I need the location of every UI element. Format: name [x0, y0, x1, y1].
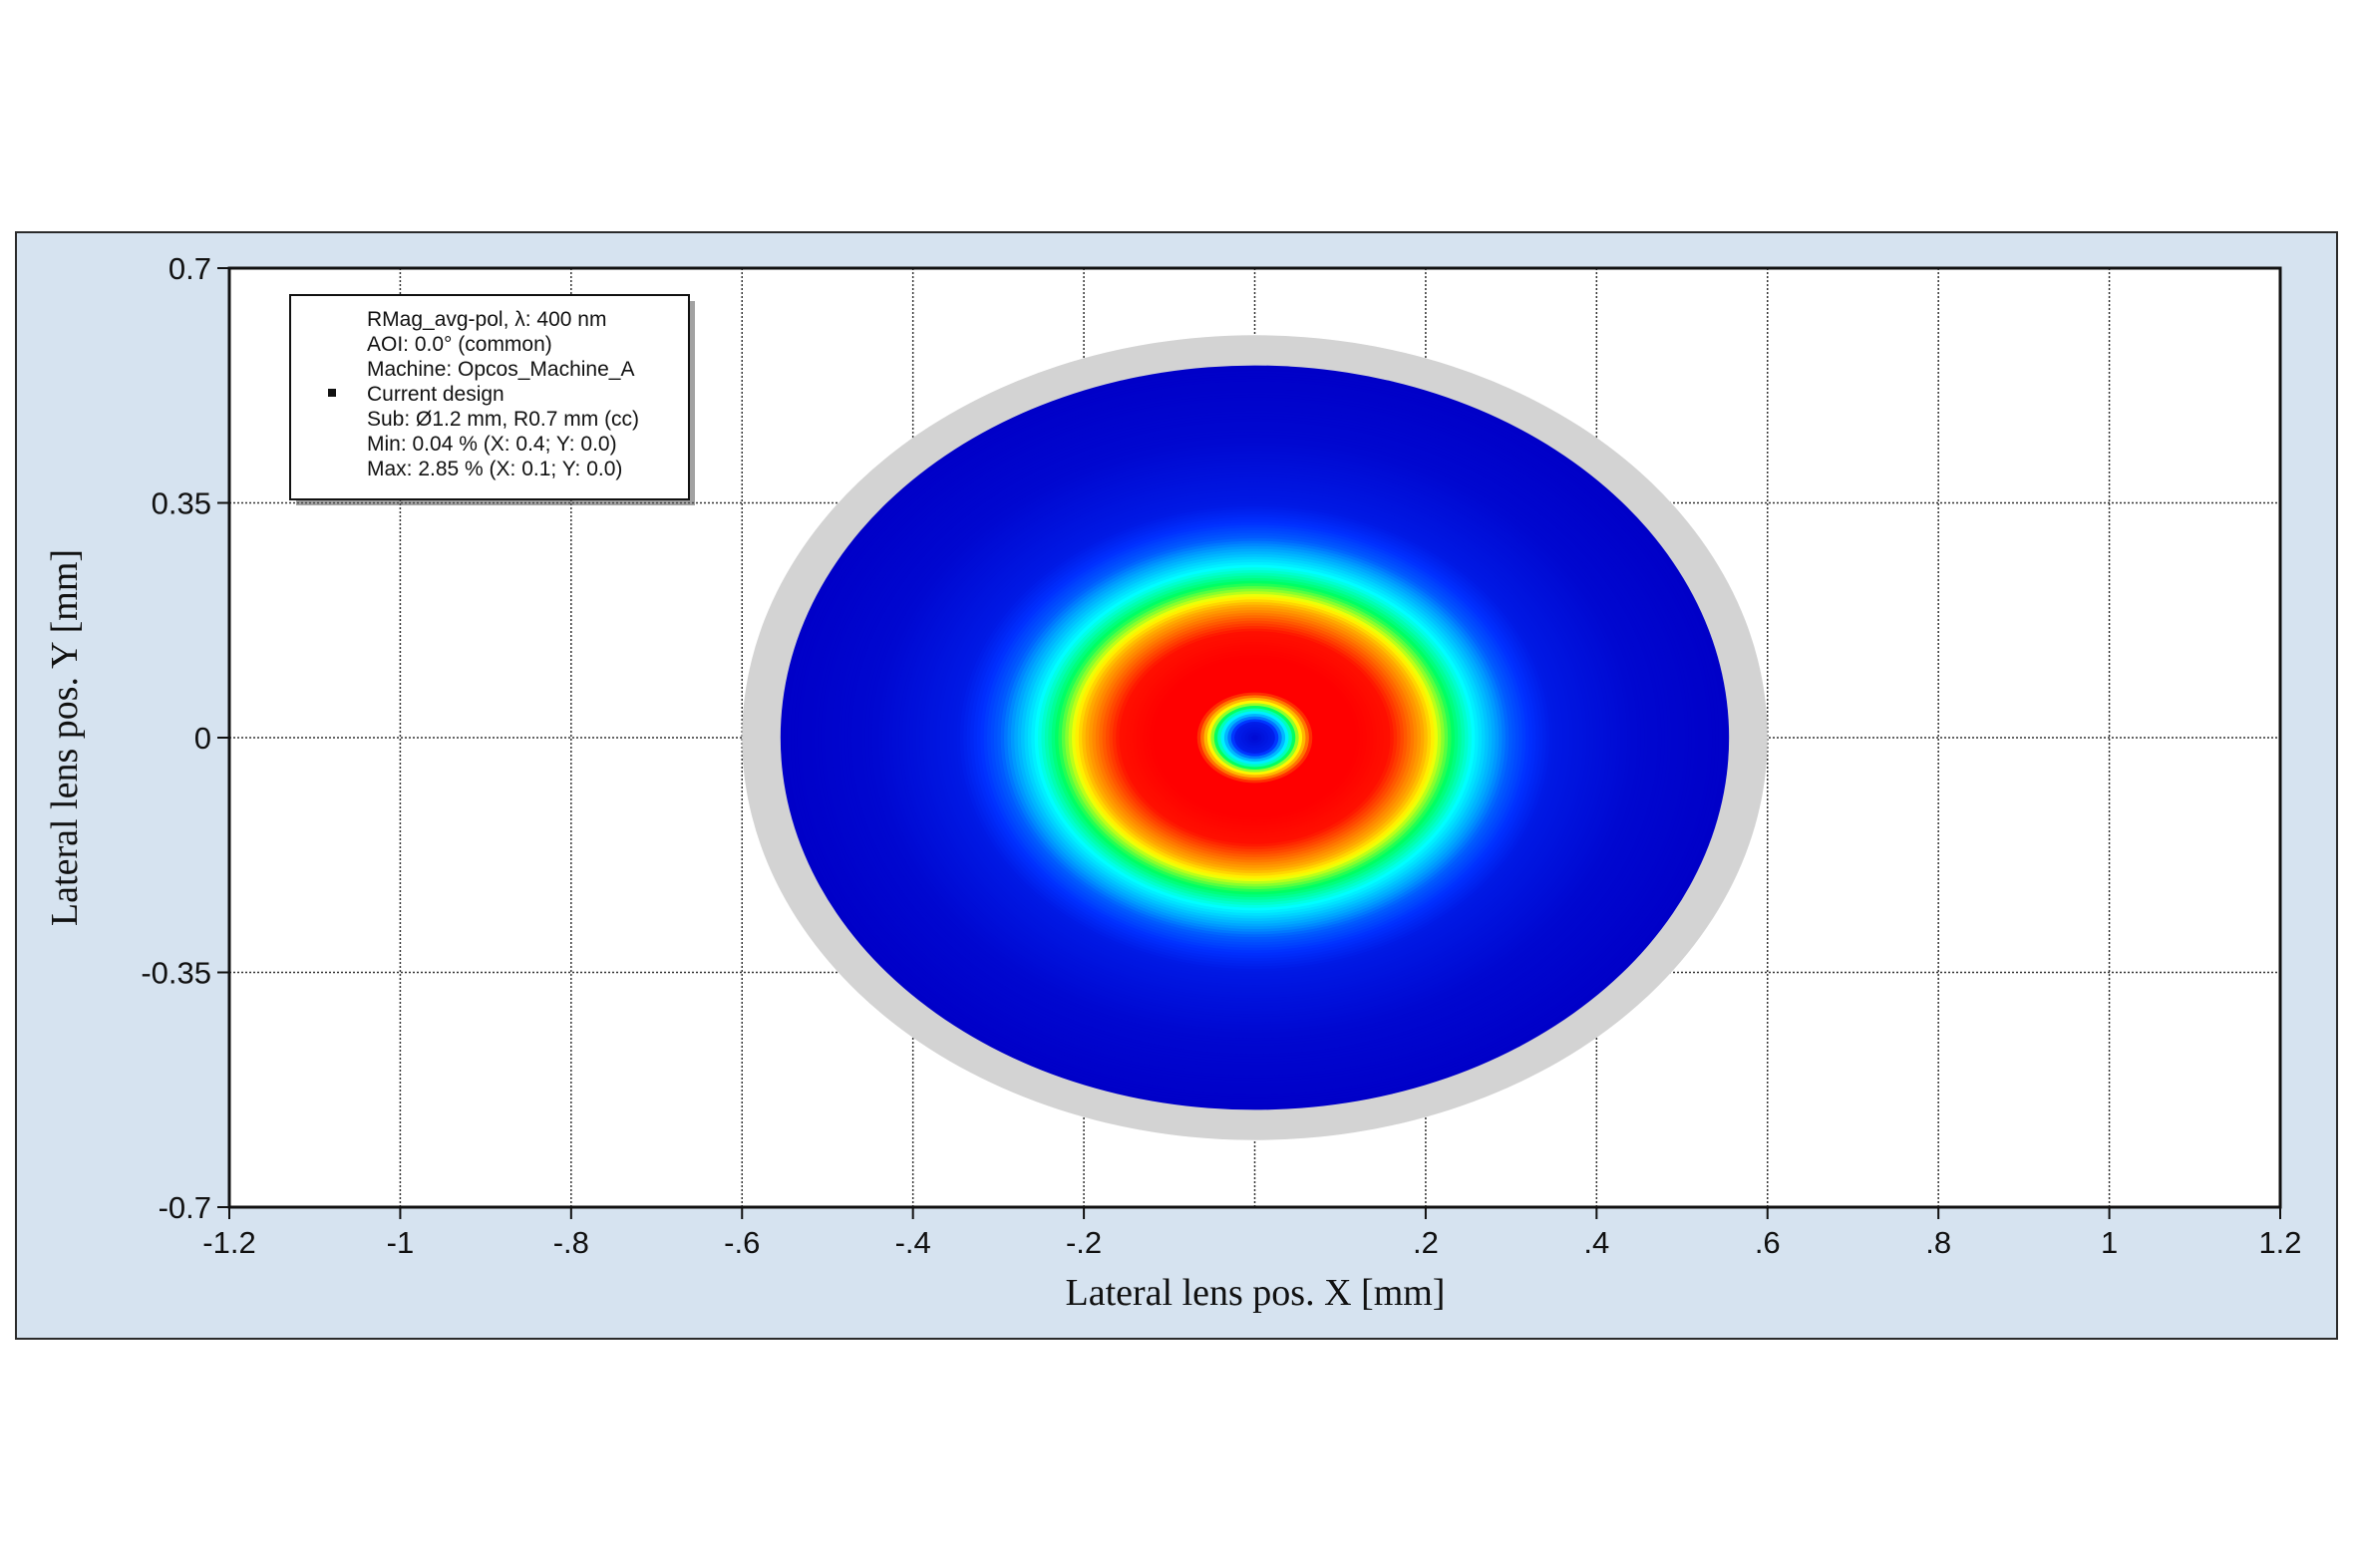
legend-line: Sub: Ø1.2 mm, R0.7 mm (cc): [367, 408, 639, 431]
x-tick-label: 1: [2101, 1225, 2118, 1260]
x-tick-label: .6: [1755, 1225, 1781, 1260]
legend-box: [289, 294, 690, 500]
chart-panel: -1.2 -1 -.8 -.6 -.4 -.2 .2 .4 .6 .8 1 1.2 0.7 0.35 0 -0…: [15, 231, 2338, 1340]
y-tick-label: 0: [194, 721, 211, 756]
heatmap: [742, 335, 1768, 1140]
legend-line: Current design: [367, 383, 504, 406]
legend-marker: [328, 389, 336, 397]
legend-line: RMag_avg-pol, λ: 400 nm: [367, 308, 606, 331]
x-tick-label: -.6: [724, 1225, 760, 1260]
legend-line: Max: 2.85 % (X: 0.1; Y: 0.0): [367, 458, 622, 480]
legend-line: Min: 0.04 % (X: 0.4; Y: 0.0): [367, 433, 617, 456]
x-tick-label: -1.2: [202, 1225, 255, 1260]
x-tick-label: .8: [1925, 1225, 1951, 1260]
x-tick-label: 1.2: [2258, 1225, 2301, 1260]
y-tick-label: -0.35: [141, 956, 211, 991]
axis-ticks: -1.2 -1 -.8 -.6 -.4 -.2 .2 .4 .6 .8 1 1.2 0.7 0.35 0 -0…: [141, 251, 2301, 1260]
y-tick-label: 0.7: [168, 251, 211, 286]
x-tick-label: -.8: [553, 1225, 589, 1260]
chart-svg: -1.2 -1 -.8 -.6 -.4 -.2 .2 .4 .6 .8 1 1.2 0.7 0.35 0 -0…: [44, 251, 2302, 1314]
y-axis-title: Lateral lens pos. Y [mm]: [44, 549, 86, 926]
x-tick-label: -.4: [895, 1225, 931, 1260]
x-axis-title: Lateral lens pos. X [mm]: [1066, 1272, 1446, 1314]
legend-line: AOI: 0.0° (common): [367, 333, 552, 356]
legend-line: Machine: Opcos_Machine_A: [367, 358, 634, 381]
heatmap-ring: [1251, 735, 1258, 741]
x-tick-label: .2: [1413, 1225, 1439, 1260]
x-tick-label: -.2: [1066, 1225, 1102, 1260]
x-tick-label: -1: [387, 1225, 415, 1260]
y-tick-label: -0.7: [159, 1190, 211, 1225]
x-tick-label: .4: [1583, 1225, 1609, 1260]
y-tick-label: 0.35: [152, 486, 211, 521]
